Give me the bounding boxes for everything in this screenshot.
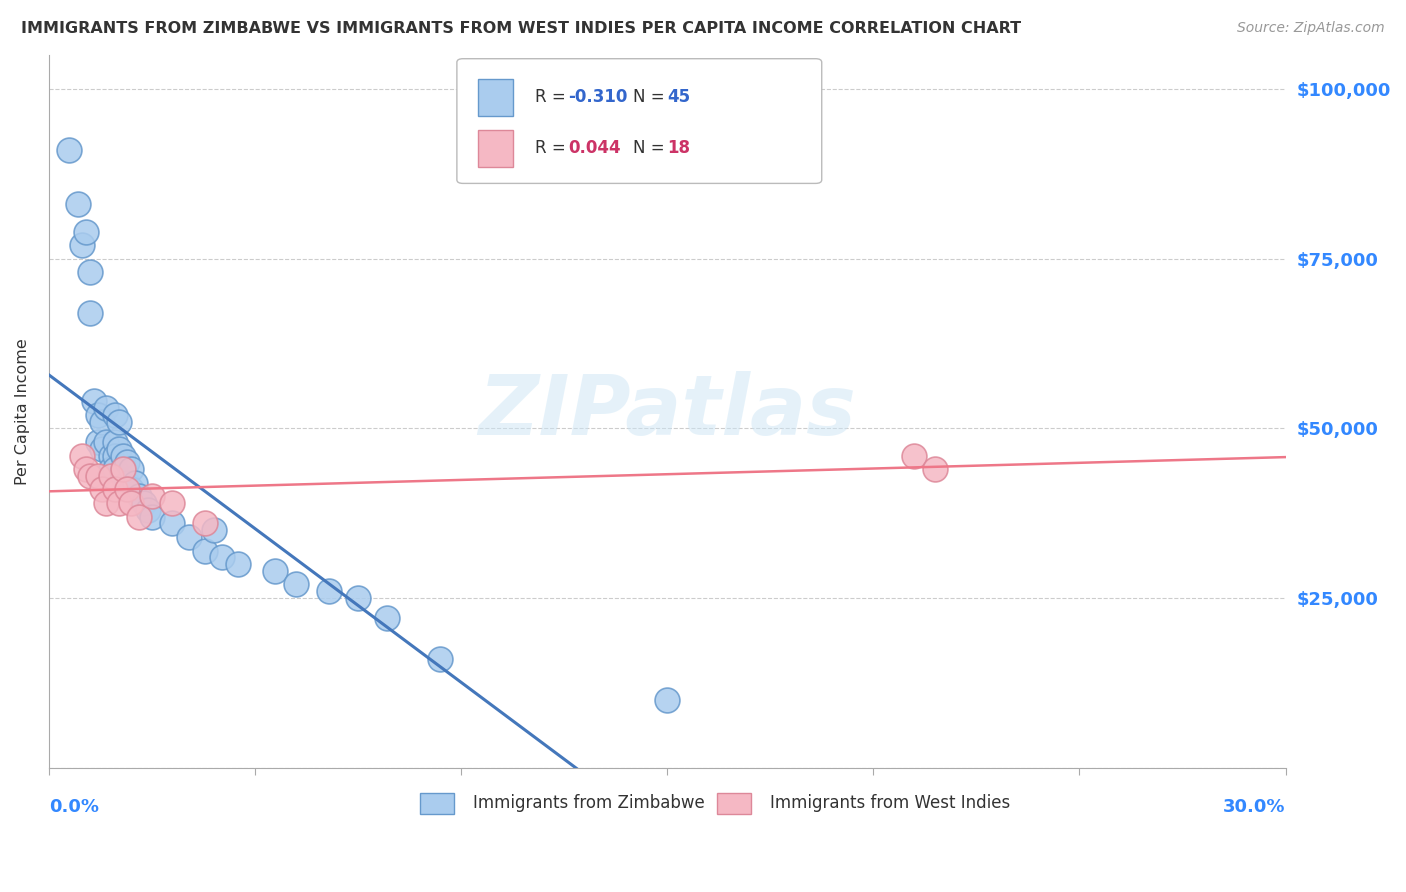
Point (108, 496, 131, 510)
Point (194, 516, 217, 531)
Bar (717, 793, 751, 814)
Point (79, 469, 101, 483)
Point (136, 503, 159, 517)
Point (91, 442, 114, 456)
Point (228, 557, 250, 571)
Point (111, 449, 134, 463)
Point (141, 489, 163, 503)
Point (66, 197, 89, 211)
Point (115, 455, 138, 469)
Text: ZIPatlas: ZIPatlas (478, 371, 856, 452)
Text: R =: R = (534, 139, 571, 158)
Point (115, 483, 138, 497)
Point (162, 496, 184, 510)
Text: Immigrants from West Indies: Immigrants from West Indies (769, 795, 1010, 813)
Text: 30.0%: 30.0% (1223, 797, 1285, 815)
FancyBboxPatch shape (457, 59, 821, 184)
Point (120, 483, 142, 497)
Point (91, 483, 114, 497)
Point (347, 591, 370, 605)
Y-axis label: Per Capita Income: Per Capita Income (15, 338, 30, 484)
Text: 18: 18 (666, 139, 690, 158)
Text: Immigrants from Zimbabwe: Immigrants from Zimbabwe (472, 795, 704, 813)
Point (75, 462, 97, 476)
Point (264, 564, 287, 578)
Point (120, 496, 142, 510)
Point (375, 611, 398, 625)
Point (87, 469, 110, 483)
Point (70, 449, 93, 463)
Point (87, 408, 110, 422)
Point (318, 584, 340, 599)
Text: -0.310: -0.310 (568, 88, 627, 106)
Point (79, 306, 101, 320)
Point (111, 462, 134, 476)
Point (96, 401, 118, 415)
Point (104, 462, 127, 476)
Point (202, 523, 225, 537)
Point (100, 449, 122, 463)
Point (87, 434, 110, 449)
Point (115, 475, 138, 490)
Text: N =: N = (633, 88, 669, 106)
Point (903, 449, 925, 463)
Point (177, 530, 200, 544)
Point (83, 394, 105, 409)
Bar (420, 793, 454, 814)
Point (100, 462, 122, 476)
Text: N =: N = (633, 139, 669, 158)
Text: R =: R = (534, 88, 571, 106)
Point (111, 462, 134, 476)
Point (96, 496, 118, 510)
Text: 45: 45 (666, 88, 690, 106)
Point (128, 489, 150, 503)
Bar (478, 78, 513, 116)
Point (91, 415, 114, 429)
Point (429, 652, 451, 666)
Point (104, 483, 127, 497)
Point (108, 415, 131, 429)
Point (96, 434, 118, 449)
Point (924, 462, 946, 476)
Point (194, 543, 217, 558)
Point (162, 516, 184, 531)
Point (132, 496, 155, 510)
Point (75, 225, 97, 239)
Point (211, 550, 233, 565)
Text: IMMIGRANTS FROM ZIMBABWE VS IMMIGRANTS FROM WEST INDIES PER CAPITA INCOME CORREL: IMMIGRANTS FROM ZIMBABWE VS IMMIGRANTS F… (21, 21, 1021, 36)
Point (108, 442, 131, 456)
Point (100, 469, 122, 483)
Text: 0.044: 0.044 (568, 139, 621, 158)
Text: 0.0%: 0.0% (49, 797, 98, 815)
Point (58, 143, 80, 157)
Point (285, 577, 308, 591)
Point (70, 238, 93, 252)
Point (104, 408, 127, 422)
Point (104, 434, 127, 449)
Bar (478, 130, 513, 167)
Point (124, 475, 146, 490)
Text: Source: ZipAtlas.com: Source: ZipAtlas.com (1237, 21, 1385, 35)
Point (79, 265, 101, 279)
Point (120, 462, 142, 476)
Point (104, 449, 127, 463)
Point (655, 693, 678, 707)
Point (141, 509, 163, 524)
Point (128, 509, 150, 524)
